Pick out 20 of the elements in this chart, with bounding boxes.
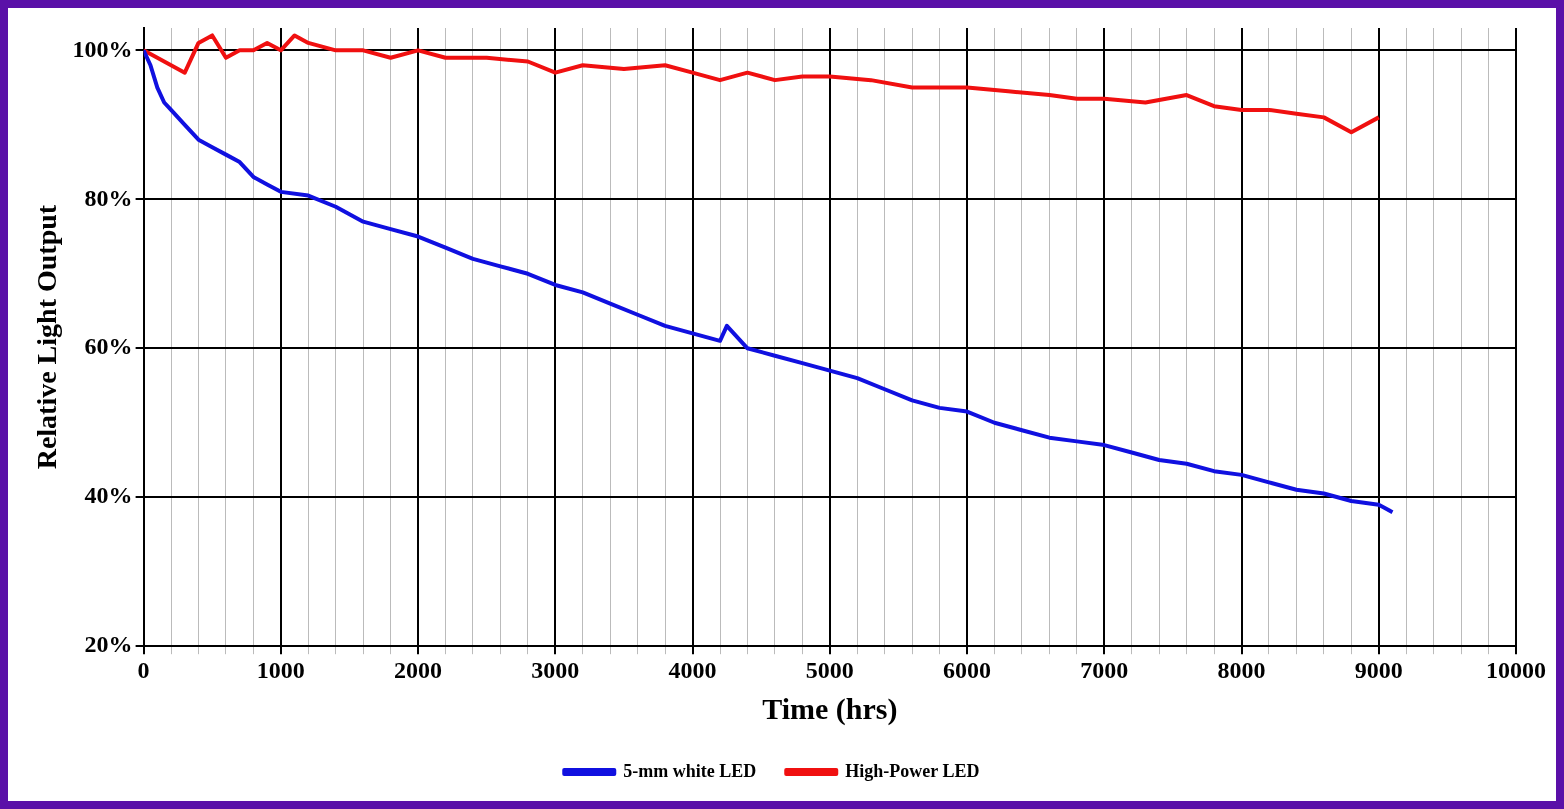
- y-axis-title: Relative Light Output: [31, 204, 63, 470]
- x-axis-title: Time (hrs): [762, 691, 898, 726]
- x-tick-label: 6000: [943, 656, 992, 683]
- y-tick-label: 80%: [84, 184, 133, 211]
- x-tick-label: 10000: [1486, 656, 1546, 683]
- x-tick-label: 4000: [668, 656, 717, 683]
- x-tick-label: 2000: [394, 656, 443, 683]
- x-tick-label: 0: [137, 656, 150, 683]
- y-tick-label: 100%: [72, 35, 133, 62]
- x-tick-label: 7000: [1080, 656, 1129, 683]
- x-tick-label: 8000: [1217, 656, 1266, 683]
- x-tick-label: 3000: [531, 656, 580, 683]
- legend-label: 5-mm white LED: [623, 760, 757, 781]
- x-tick-label: 5000: [805, 656, 854, 683]
- y-tick-label: 20%: [84, 631, 133, 658]
- x-tick-label: 9000: [1354, 656, 1403, 683]
- y-tick-label: 40%: [84, 482, 133, 509]
- x-tick-label: 1000: [256, 656, 305, 683]
- legend-label: High-Power LED: [845, 760, 980, 781]
- y-tick-label: 60%: [84, 333, 133, 360]
